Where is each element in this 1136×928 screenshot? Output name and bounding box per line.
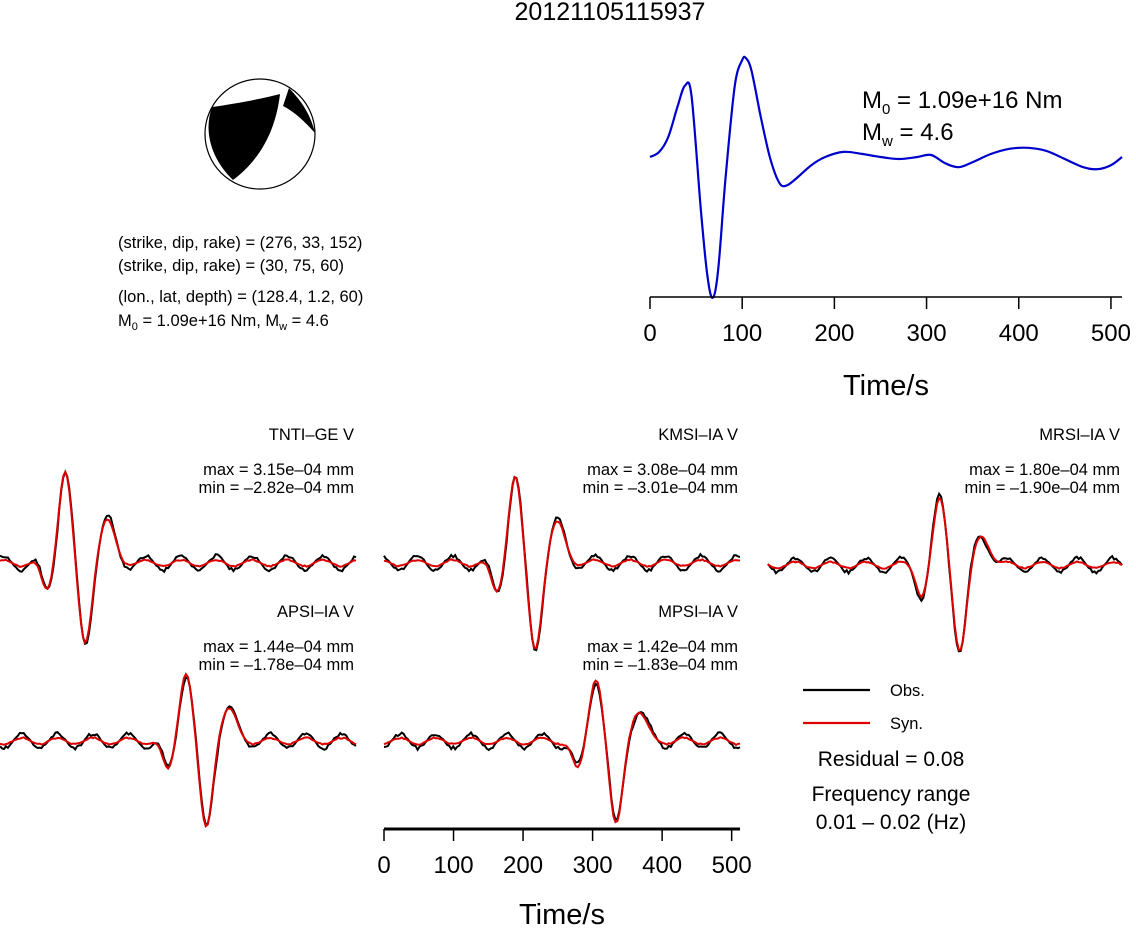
bottom-time-axis: 0 100 200 300 400 500: [377, 827, 752, 879]
bottom-tick-label: 300: [573, 852, 613, 879]
stf-panel: M0 = 1.09e+16 Nm Mw = 4.6 0 100 200 300 400 5…: [643, 55, 1131, 402]
legend-syn-label: Syn.: [890, 715, 923, 733]
station-min: min = –1.78e–04 mm: [199, 656, 354, 674]
station-min: min = –1.90e–04 mm: [965, 479, 1120, 497]
synthetic-waveform: [383, 679, 741, 824]
stf-mw-symbol: M: [862, 119, 882, 146]
station-max: max = 1.44e–04 mm: [203, 638, 354, 656]
focal-mechanism-beachball: [204, 78, 316, 190]
station-name: KMSI–IA V: [658, 426, 738, 444]
station-min: min = –3.01e–04 mm: [583, 479, 738, 497]
station-max: max = 1.80e–04 mm: [969, 461, 1120, 479]
residual-label: Residual = 0.08: [818, 748, 965, 771]
station-max: max = 1.42e–04 mm: [587, 638, 738, 656]
bottom-tick-label: 200: [503, 852, 543, 879]
mechanism-line-2: (strike, dip, rake) = (30, 75, 60): [118, 257, 344, 275]
stf-m0-subscript: 0: [882, 101, 890, 118]
stf-x-axis: 0 100 200 300 400 500: [643, 296, 1131, 347]
stf-m0-label: M0 = 1.09e+16 Nm: [862, 87, 1062, 118]
synthetic-waveform: [767, 496, 1123, 651]
legend: Obs. Syn.: [803, 682, 925, 733]
stf-m0-value: = 1.09e+16 Nm: [890, 87, 1062, 114]
bottom-tick-label: 500: [712, 852, 752, 879]
m0-symbol: M: [118, 312, 132, 330]
stf-tick-label: 300: [907, 320, 947, 347]
mechanism-line-1: (strike, dip, rake) = (276, 33, 152): [118, 234, 362, 252]
mechanism-line-4: M0 = 1.09e+16 Nm, Mw = 4.6: [118, 312, 329, 333]
mw-subscript: w: [278, 321, 287, 333]
frequency-range-label: Frequency range: [812, 783, 971, 806]
bottom-tick-label: 100: [434, 852, 474, 879]
stf-x-axis-label: Time/s: [843, 370, 929, 402]
mechanism-line-3: (lon., lat, depth) = (128.4, 1.2, 60): [118, 288, 363, 306]
stf-tick-label: 0: [643, 320, 656, 347]
station-min: min = –1.83e–04 mm: [583, 656, 738, 674]
station-name: TNTI–GE V: [269, 426, 354, 444]
station-max: max = 3.15e–04 mm: [203, 461, 354, 479]
stf-mw-value: = 4.6: [893, 119, 954, 146]
bottom-tick-label: 400: [642, 852, 682, 879]
mw-value: = 4.6: [287, 312, 329, 330]
stf-tick-label: 200: [814, 320, 854, 347]
synthetic-waveform: [383, 475, 741, 650]
stf-tick-label: 400: [999, 320, 1039, 347]
figure-title: 20121105115937: [515, 0, 706, 26]
bottom-tick-label: 0: [377, 852, 390, 879]
synthetic-waveform: [0, 672, 357, 828]
stf-tick-label: 100: [722, 320, 762, 347]
m0-subscript: 0: [132, 321, 138, 333]
station-max: max = 3.08e–04 mm: [587, 461, 738, 479]
bottom-x-axis-label: Time/s: [519, 899, 605, 928]
station-name: MRSI–IA V: [1039, 426, 1120, 444]
observed-waveform: [383, 682, 741, 821]
legend-obs-label: Obs.: [890, 682, 925, 700]
stf-tick-label: 500: [1091, 320, 1131, 347]
observed-waveform: [383, 475, 741, 652]
station-min: min = –2.82e–04 mm: [199, 479, 354, 497]
mechanism-info: (strike, dip, rake) = (276, 33, 152) (st…: [118, 234, 363, 333]
station-name: MPSI–IA V: [658, 603, 738, 621]
m0-value: = 1.09e+16 Nm, M: [138, 312, 279, 330]
station-name: APSI–IA V: [277, 603, 354, 621]
stf-series-line: [649, 55, 1123, 299]
stf-m0-symbol: M: [862, 87, 882, 114]
stf-mw-label: Mw = 4.6: [862, 119, 954, 150]
frequency-range-value: 0.01 – 0.02 (Hz): [816, 811, 967, 834]
synthetic-waveform: [0, 469, 357, 645]
observed-waveform: [0, 676, 357, 826]
stf-mw-subscript: w: [881, 133, 893, 150]
